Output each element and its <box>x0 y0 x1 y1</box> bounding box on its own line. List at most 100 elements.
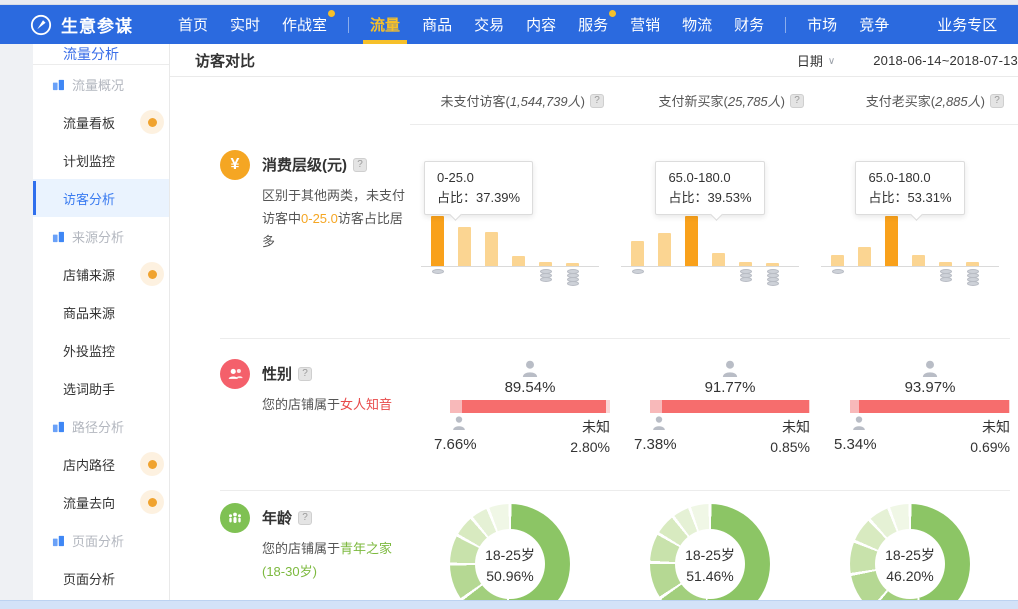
age-charts: 18-25岁 50.96% 18-25岁 51.46% 18-25岁 46.20% <box>410 491 1018 609</box>
bar-segment[interactable] <box>685 216 698 266</box>
nav-item-交易[interactable]: 交易 <box>474 17 505 34</box>
female-icon <box>519 359 541 378</box>
bar-segment[interactable] <box>766 263 779 266</box>
male-segment <box>450 400 463 413</box>
nav-item-流量[interactable]: 流量 <box>359 5 411 44</box>
male-percent: 7.66% <box>434 436 477 453</box>
unknown-percent: 未知 0.69% <box>970 419 1010 456</box>
help-icon[interactable]: ? <box>298 366 313 381</box>
bar-segment[interactable] <box>885 216 898 266</box>
bottom-scroll-strip[interactable] <box>0 600 1018 609</box>
bar-segment[interactable] <box>431 216 444 266</box>
bar-segment[interactable] <box>485 232 498 266</box>
chevron-down-icon: ∨ <box>827 55 836 67</box>
nav-item-业务专区[interactable]: 业务专区 <box>937 17 998 34</box>
bar-segment[interactable] <box>939 262 952 266</box>
gender-chart-未支付访客[interactable]: 89.54% 7.66% 未知 2.80% <box>410 339 610 491</box>
gender-row: 性别 ? 您的店铺属于女人知音 89.54% 7.66% 未知 2.80% 91.77%… <box>170 339 1018 491</box>
building-icon <box>52 534 65 547</box>
column-headers: 未支付访客(1,544,739人)? 支付新买家(25,785人)? 支付老买家(2… <box>410 77 1018 125</box>
help-icon[interactable]: ? <box>353 157 367 172</box>
bar-segment[interactable] <box>458 227 471 266</box>
gender-stacked-bar[interactable] <box>850 400 1010 413</box>
female-percent: 93.97% <box>904 379 956 396</box>
bar-segment[interactable] <box>966 262 979 266</box>
coin-stack-icon <box>431 269 444 286</box>
age-chart-未支付访客: 18-25岁 50.96% <box>410 491 610 609</box>
help-icon[interactable]: ? <box>298 510 313 525</box>
brand-name: 生意参谋 <box>61 17 133 36</box>
consumption-label: ¥ 消费层级(元) ? 区别于其他两类，未支付访客中0-25.0访客占比居多 <box>170 125 410 339</box>
donut-chart[interactable]: 18-25岁 50.96% <box>450 504 570 609</box>
bar-segment[interactable] <box>858 247 871 266</box>
bar-segment[interactable] <box>831 255 844 266</box>
bar-segment[interactable] <box>912 255 925 266</box>
gender-chart-支付老买家[interactable]: 93.97% 5.34% 未知 0.69% <box>810 339 1010 491</box>
consumption-chart-未支付访客[interactable]: 0-25.0 占比：37.39% <box>410 125 610 339</box>
nav-item-实时[interactable]: 实时 <box>230 17 261 34</box>
nav-items: 首页实时作战室流量商品交易内容服务营销物流财务市场竞争业务专区取数学院 <box>167 5 1018 44</box>
bar-segment[interactable] <box>658 233 671 266</box>
nav-item-首页[interactable]: 首页 <box>178 17 209 34</box>
gender-desc: 您的店铺属于女人知音 <box>262 397 393 412</box>
consumption-desc: 区别于其他两类，未支付访客中0-25.0访客占比居多 <box>262 188 406 249</box>
nav-item-服务[interactable]: 服务 <box>567 5 619 44</box>
coin-slot <box>485 270 498 286</box>
bar-segment[interactable] <box>712 253 725 266</box>
sidebar-item-店铺来源[interactable]: 店铺来源 <box>33 255 169 293</box>
gender-chart-支付新买家[interactable]: 91.77% 7.38% 未知 0.85% <box>610 339 810 491</box>
notification-badge <box>609 10 617 17</box>
date-range-value[interactable]: 2018-06-14~2018-07-13 <box>873 52 1018 68</box>
x-axis-line <box>821 266 999 267</box>
gender-charts: 89.54% 7.66% 未知 2.80% 91.77% 7.38% 未知 0.85% 93.9… <box>410 339 1018 491</box>
sidebar-item-店内路径[interactable]: 店内路径 <box>33 445 169 483</box>
nav-item-作战室[interactable]: 作战室 <box>271 5 338 44</box>
nav-item-物流[interactable]: 物流 <box>682 17 713 34</box>
coin-slot <box>658 270 671 286</box>
sidebar-item-外投监控[interactable]: 外投监控 <box>63 343 116 359</box>
nav-item-内容[interactable]: 内容 <box>526 17 557 34</box>
gender-stacked-bar[interactable] <box>650 400 810 413</box>
consumption-chart-支付新买家[interactable]: 65.0-180.0 占比：39.53% <box>610 125 810 339</box>
nav-item-竞争[interactable]: 竞争 <box>859 17 890 34</box>
update-badge <box>140 262 164 286</box>
donut-chart[interactable]: 18-25岁 46.20% <box>850 504 970 609</box>
donut-center-label: 18-25岁 50.96% <box>475 529 545 599</box>
consumption-yuan-icon: ¥ <box>220 150 250 180</box>
sidebar-item-访客分析[interactable]: 访客分析 <box>33 179 169 217</box>
sidebar-item-选词助手[interactable]: 选词助手 <box>63 381 116 397</box>
bar-segment[interactable] <box>631 241 644 266</box>
help-icon[interactable]: ? <box>790 93 804 108</box>
bar-segment[interactable] <box>739 262 752 266</box>
sidebar-item-页面分析[interactable]: 页面分析 <box>63 571 116 587</box>
x-axis-line <box>421 266 599 267</box>
sidebar-item-商品来源[interactable]: 商品来源 <box>63 305 116 321</box>
coin-stack-icon <box>566 269 579 286</box>
sidebar-item-页面分析: 页面分析 <box>33 521 169 559</box>
sidebar-title: 流量分析 <box>33 44 169 65</box>
bar-segment[interactable] <box>512 256 525 266</box>
donut-chart[interactable]: 18-25岁 51.46% <box>650 504 770 609</box>
consumption-chart-支付老买家[interactable]: 65.0-180.0 占比：53.31% <box>810 125 1010 339</box>
main-header: 访客对比 日期 ∨ 2018-06-14~2018-07-13 <box>170 44 1018 77</box>
age-title: 年龄 <box>262 510 293 527</box>
nav-item-财务[interactable]: 财务 <box>734 17 765 34</box>
gender-stacked-bar[interactable] <box>450 400 610 413</box>
building-icon <box>52 420 65 433</box>
help-icon[interactable]: ? <box>990 93 1004 108</box>
sidebar-item-流量看板[interactable]: 流量看板 <box>33 103 169 141</box>
unknown-percent: 未知 0.85% <box>770 419 810 456</box>
nav-item-商品[interactable]: 商品 <box>422 17 453 34</box>
bar-segment[interactable] <box>539 262 552 266</box>
male-percent: 7.38% <box>634 436 677 453</box>
brand[interactable]: 生意参谋 <box>30 12 133 37</box>
date-picker[interactable]: 日期 ∨ 2018-06-14~2018-07-13 <box>797 51 1018 70</box>
bar-segment[interactable] <box>566 263 579 266</box>
nav-item-市场[interactable]: 市场 <box>807 17 838 34</box>
page-body: 流量分析 流量概况 流量看板 计划监控 访客分析 来源分析 店铺来源 商品来源 外投监控 选词助… <box>0 44 1018 609</box>
help-icon[interactable]: ? <box>590 93 604 108</box>
sidebar-item-计划监控[interactable]: 计划监控 <box>63 153 116 169</box>
nav-item-营销[interactable]: 营销 <box>630 17 661 34</box>
coin-slot <box>885 270 898 286</box>
sidebar-item-流量去向[interactable]: 流量去向 <box>33 483 169 521</box>
